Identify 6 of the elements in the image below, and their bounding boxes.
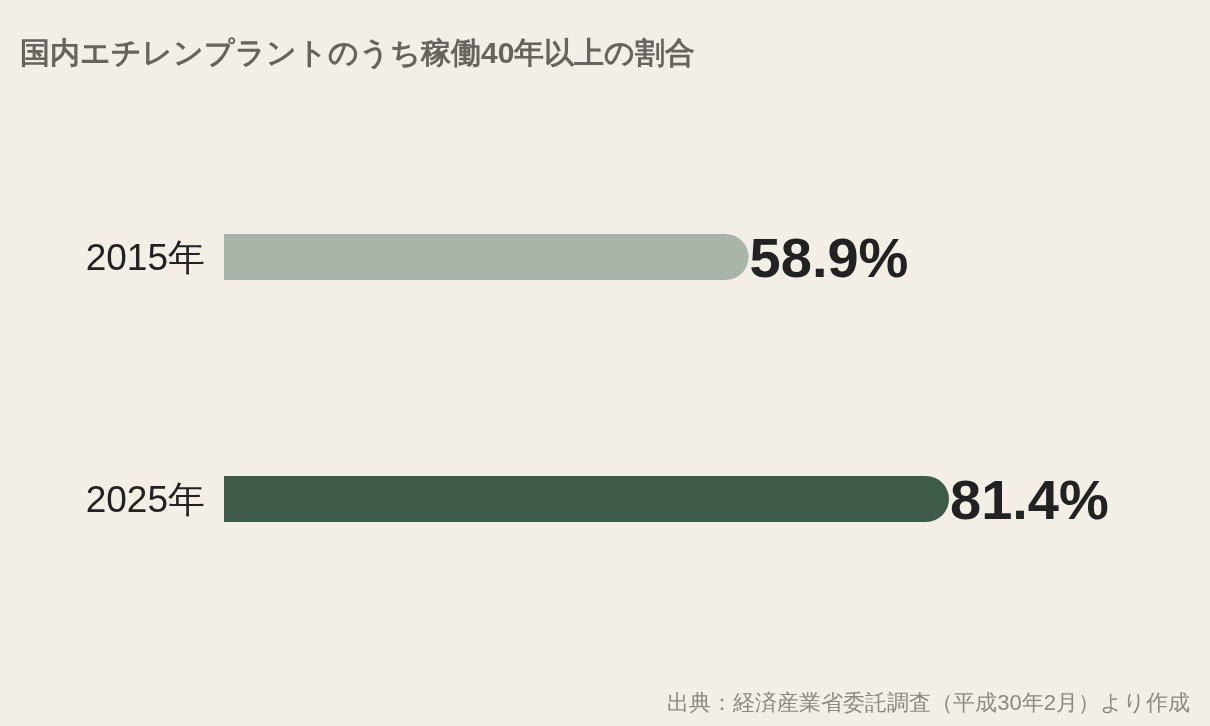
data-label: 58.9%	[749, 226, 909, 289]
title: 国内エチレンプラントのうち稼働40年以上の割合	[20, 36, 696, 69]
category-label: 2015年	[85, 237, 205, 278]
data-label: 81.4%	[950, 468, 1109, 531]
category-label: 2025年	[85, 479, 205, 520]
annotation: 出典：経済産業省委託調査（平成30年2月）より作成	[667, 690, 1190, 715]
